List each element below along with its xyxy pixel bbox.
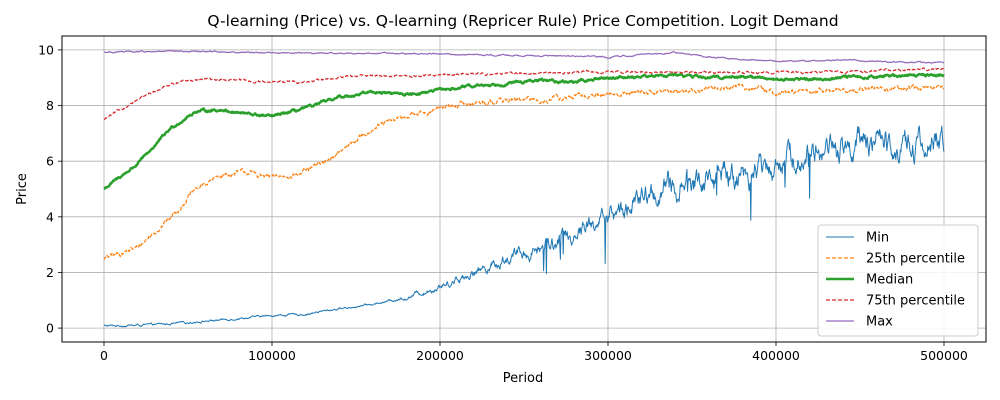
plot-frame	[61, 35, 987, 343]
y-tick-label: 6	[46, 154, 54, 169]
series-line-3	[103, 67, 945, 120]
series-line-1	[103, 83, 945, 261]
series-lines	[103, 49, 945, 328]
x-tick-label: 400000	[752, 348, 800, 363]
legend-label: 25th percentile	[866, 252, 965, 267]
y-tick-label: 8	[46, 98, 54, 113]
legend-label: Median	[866, 273, 913, 288]
legend: Min 25th percentile Median 75th percentile M…	[817, 224, 979, 337]
y-tick-label: 0	[46, 321, 54, 336]
y-axis-label: Price	[15, 173, 30, 205]
x-tick-label: 300000	[584, 348, 632, 363]
legend-label: Min	[866, 231, 889, 246]
legend-box	[817, 224, 979, 337]
legend-label: 75th percentile	[866, 294, 965, 309]
series-line-4	[103, 49, 945, 64]
x-tick-label: 100000	[248, 348, 296, 363]
series-line-0	[103, 125, 945, 328]
chart-title: Q-learning (Price) vs. Q-learning (Repri…	[207, 12, 838, 30]
x-tick-label: 200000	[416, 348, 464, 363]
legend-label: Max	[866, 315, 893, 330]
series-line-2	[103, 72, 945, 191]
x-tick-label: 0	[100, 348, 108, 363]
y-tick-label: 10	[38, 42, 54, 57]
y-tick-label: 4	[46, 209, 54, 224]
x-tick-label: 500000	[920, 348, 968, 363]
x-axis-label: Period	[503, 371, 544, 386]
y-tick-label: 2	[46, 265, 54, 280]
axis-ticks: 0 100000 200000 300000 400000 500000 0 2 4 6 8 10	[38, 42, 968, 363]
